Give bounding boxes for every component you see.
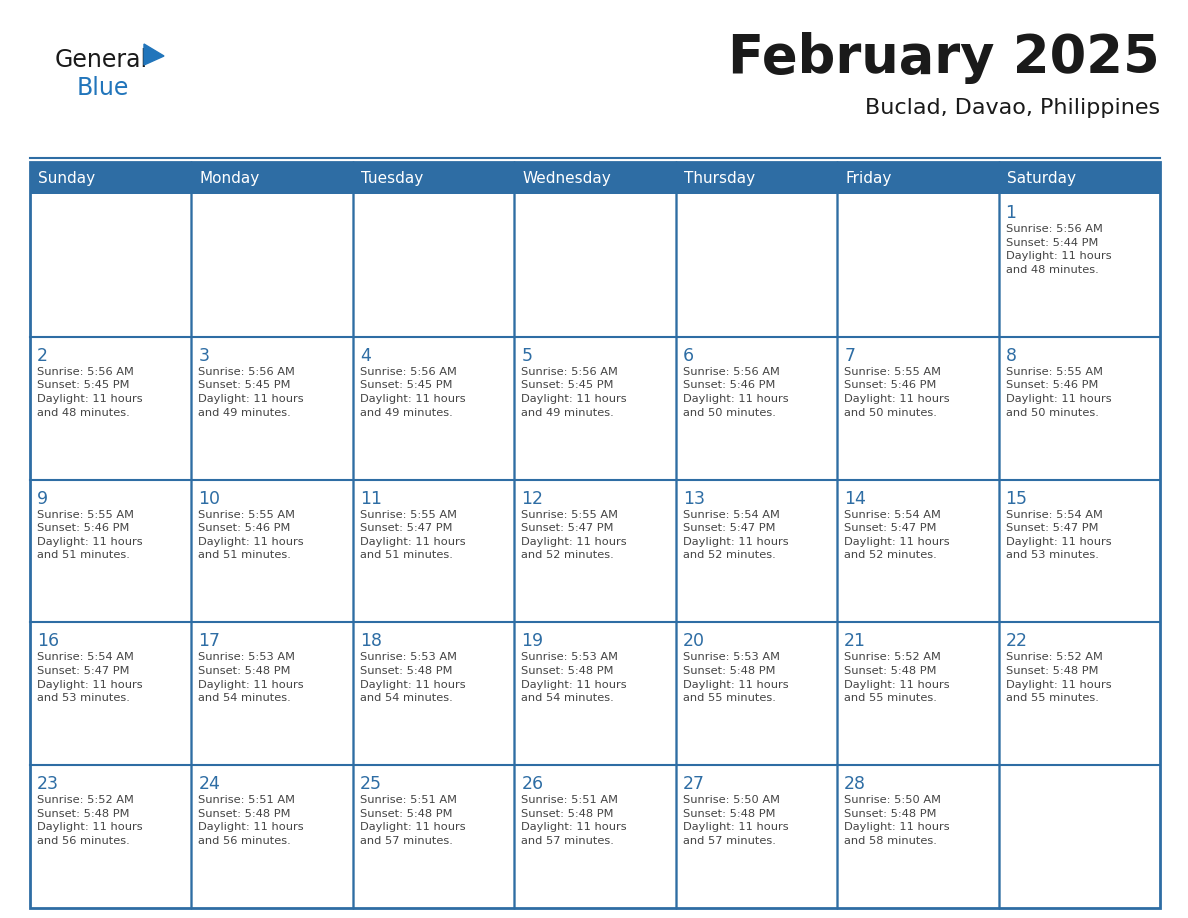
Text: Sunrise: 5:54 AM
Sunset: 5:47 PM
Daylight: 11 hours
and 53 minutes.: Sunrise: 5:54 AM Sunset: 5:47 PM Dayligh… bbox=[1005, 509, 1111, 560]
Text: February 2025: February 2025 bbox=[728, 32, 1159, 84]
Text: Blue: Blue bbox=[77, 76, 129, 100]
Text: Sunrise: 5:56 AM
Sunset: 5:44 PM
Daylight: 11 hours
and 48 minutes.: Sunrise: 5:56 AM Sunset: 5:44 PM Dayligh… bbox=[1005, 224, 1111, 274]
Text: 11: 11 bbox=[360, 489, 381, 508]
Text: 25: 25 bbox=[360, 775, 381, 793]
Text: Sunrise: 5:55 AM
Sunset: 5:46 PM
Daylight: 11 hours
and 51 minutes.: Sunrise: 5:55 AM Sunset: 5:46 PM Dayligh… bbox=[37, 509, 143, 560]
Text: Sunrise: 5:52 AM
Sunset: 5:48 PM
Daylight: 11 hours
and 55 minutes.: Sunrise: 5:52 AM Sunset: 5:48 PM Dayligh… bbox=[845, 653, 949, 703]
Text: Sunrise: 5:56 AM
Sunset: 5:45 PM
Daylight: 11 hours
and 49 minutes.: Sunrise: 5:56 AM Sunset: 5:45 PM Dayligh… bbox=[522, 367, 627, 418]
Text: 10: 10 bbox=[198, 489, 221, 508]
Text: Sunrise: 5:56 AM
Sunset: 5:46 PM
Daylight: 11 hours
and 50 minutes.: Sunrise: 5:56 AM Sunset: 5:46 PM Dayligh… bbox=[683, 367, 789, 418]
Bar bbox=[191, 162, 353, 194]
Text: 15: 15 bbox=[1005, 489, 1028, 508]
Text: 4: 4 bbox=[360, 347, 371, 364]
Text: Sunrise: 5:54 AM
Sunset: 5:47 PM
Daylight: 11 hours
and 52 minutes.: Sunrise: 5:54 AM Sunset: 5:47 PM Dayligh… bbox=[845, 509, 949, 560]
Text: Sunrise: 5:55 AM
Sunset: 5:46 PM
Daylight: 11 hours
and 51 minutes.: Sunrise: 5:55 AM Sunset: 5:46 PM Dayligh… bbox=[198, 509, 304, 560]
Text: 17: 17 bbox=[198, 633, 221, 650]
Text: 18: 18 bbox=[360, 633, 381, 650]
Text: 9: 9 bbox=[37, 489, 49, 508]
Text: 14: 14 bbox=[845, 489, 866, 508]
Text: 12: 12 bbox=[522, 489, 543, 508]
Text: 23: 23 bbox=[37, 775, 59, 793]
Text: 24: 24 bbox=[198, 775, 220, 793]
Text: 19: 19 bbox=[522, 633, 543, 650]
Text: Sunrise: 5:55 AM
Sunset: 5:47 PM
Daylight: 11 hours
and 52 minutes.: Sunrise: 5:55 AM Sunset: 5:47 PM Dayligh… bbox=[522, 509, 627, 560]
Text: Sunrise: 5:55 AM
Sunset: 5:46 PM
Daylight: 11 hours
and 50 minutes.: Sunrise: 5:55 AM Sunset: 5:46 PM Dayligh… bbox=[1005, 367, 1111, 418]
Text: Buclad, Davao, Philippines: Buclad, Davao, Philippines bbox=[865, 98, 1159, 118]
Bar bbox=[30, 162, 191, 194]
Text: 2: 2 bbox=[37, 347, 48, 364]
Text: Sunrise: 5:51 AM
Sunset: 5:48 PM
Daylight: 11 hours
and 57 minutes.: Sunrise: 5:51 AM Sunset: 5:48 PM Dayligh… bbox=[522, 795, 627, 846]
Text: Sunrise: 5:54 AM
Sunset: 5:47 PM
Daylight: 11 hours
and 52 minutes.: Sunrise: 5:54 AM Sunset: 5:47 PM Dayligh… bbox=[683, 509, 789, 560]
Text: Sunrise: 5:55 AM
Sunset: 5:46 PM
Daylight: 11 hours
and 50 minutes.: Sunrise: 5:55 AM Sunset: 5:46 PM Dayligh… bbox=[845, 367, 949, 418]
Text: 22: 22 bbox=[1005, 633, 1028, 650]
Text: 7: 7 bbox=[845, 347, 855, 364]
Text: 8: 8 bbox=[1005, 347, 1017, 364]
Bar bbox=[30, 162, 1159, 908]
Text: Sunrise: 5:52 AM
Sunset: 5:48 PM
Daylight: 11 hours
and 56 minutes.: Sunrise: 5:52 AM Sunset: 5:48 PM Dayligh… bbox=[37, 795, 143, 846]
Bar bbox=[514, 162, 676, 194]
Text: Sunrise: 5:53 AM
Sunset: 5:48 PM
Daylight: 11 hours
and 55 minutes.: Sunrise: 5:53 AM Sunset: 5:48 PM Dayligh… bbox=[683, 653, 789, 703]
Text: 21: 21 bbox=[845, 633, 866, 650]
Bar bbox=[838, 162, 999, 194]
Text: Sunrise: 5:53 AM
Sunset: 5:48 PM
Daylight: 11 hours
and 54 minutes.: Sunrise: 5:53 AM Sunset: 5:48 PM Dayligh… bbox=[198, 653, 304, 703]
Text: Sunrise: 5:50 AM
Sunset: 5:48 PM
Daylight: 11 hours
and 57 minutes.: Sunrise: 5:50 AM Sunset: 5:48 PM Dayligh… bbox=[683, 795, 789, 846]
Polygon shape bbox=[144, 44, 164, 65]
Text: 16: 16 bbox=[37, 633, 59, 650]
Text: General: General bbox=[55, 48, 148, 72]
Text: Wednesday: Wednesday bbox=[523, 171, 611, 185]
Text: Sunrise: 5:52 AM
Sunset: 5:48 PM
Daylight: 11 hours
and 55 minutes.: Sunrise: 5:52 AM Sunset: 5:48 PM Dayligh… bbox=[1005, 653, 1111, 703]
Text: Sunrise: 5:53 AM
Sunset: 5:48 PM
Daylight: 11 hours
and 54 minutes.: Sunrise: 5:53 AM Sunset: 5:48 PM Dayligh… bbox=[522, 653, 627, 703]
Text: Saturday: Saturday bbox=[1006, 171, 1075, 185]
Text: Sunrise: 5:51 AM
Sunset: 5:48 PM
Daylight: 11 hours
and 57 minutes.: Sunrise: 5:51 AM Sunset: 5:48 PM Dayligh… bbox=[360, 795, 466, 846]
Text: 13: 13 bbox=[683, 489, 704, 508]
Text: 26: 26 bbox=[522, 775, 543, 793]
Text: Monday: Monday bbox=[200, 171, 260, 185]
Text: 5: 5 bbox=[522, 347, 532, 364]
Text: Sunrise: 5:55 AM
Sunset: 5:47 PM
Daylight: 11 hours
and 51 minutes.: Sunrise: 5:55 AM Sunset: 5:47 PM Dayligh… bbox=[360, 509, 466, 560]
Bar bbox=[353, 162, 514, 194]
Text: Sunrise: 5:56 AM
Sunset: 5:45 PM
Daylight: 11 hours
and 48 minutes.: Sunrise: 5:56 AM Sunset: 5:45 PM Dayligh… bbox=[37, 367, 143, 418]
Bar bbox=[676, 162, 838, 194]
Text: 28: 28 bbox=[845, 775, 866, 793]
Text: Thursday: Thursday bbox=[684, 171, 754, 185]
Text: 27: 27 bbox=[683, 775, 704, 793]
Text: 6: 6 bbox=[683, 347, 694, 364]
Text: 3: 3 bbox=[198, 347, 209, 364]
Text: Sunrise: 5:54 AM
Sunset: 5:47 PM
Daylight: 11 hours
and 53 minutes.: Sunrise: 5:54 AM Sunset: 5:47 PM Dayligh… bbox=[37, 653, 143, 703]
Text: 20: 20 bbox=[683, 633, 704, 650]
Text: Sunrise: 5:50 AM
Sunset: 5:48 PM
Daylight: 11 hours
and 58 minutes.: Sunrise: 5:50 AM Sunset: 5:48 PM Dayligh… bbox=[845, 795, 949, 846]
Text: Sunrise: 5:53 AM
Sunset: 5:48 PM
Daylight: 11 hours
and 54 minutes.: Sunrise: 5:53 AM Sunset: 5:48 PM Dayligh… bbox=[360, 653, 466, 703]
Bar bbox=[999, 162, 1159, 194]
Text: Sunrise: 5:51 AM
Sunset: 5:48 PM
Daylight: 11 hours
and 56 minutes.: Sunrise: 5:51 AM Sunset: 5:48 PM Dayligh… bbox=[198, 795, 304, 846]
Text: Sunday: Sunday bbox=[38, 171, 95, 185]
Text: Sunrise: 5:56 AM
Sunset: 5:45 PM
Daylight: 11 hours
and 49 minutes.: Sunrise: 5:56 AM Sunset: 5:45 PM Dayligh… bbox=[360, 367, 466, 418]
Text: Tuesday: Tuesday bbox=[361, 171, 423, 185]
Text: 1: 1 bbox=[1005, 204, 1017, 222]
Text: Friday: Friday bbox=[845, 171, 891, 185]
Text: Sunrise: 5:56 AM
Sunset: 5:45 PM
Daylight: 11 hours
and 49 minutes.: Sunrise: 5:56 AM Sunset: 5:45 PM Dayligh… bbox=[198, 367, 304, 418]
